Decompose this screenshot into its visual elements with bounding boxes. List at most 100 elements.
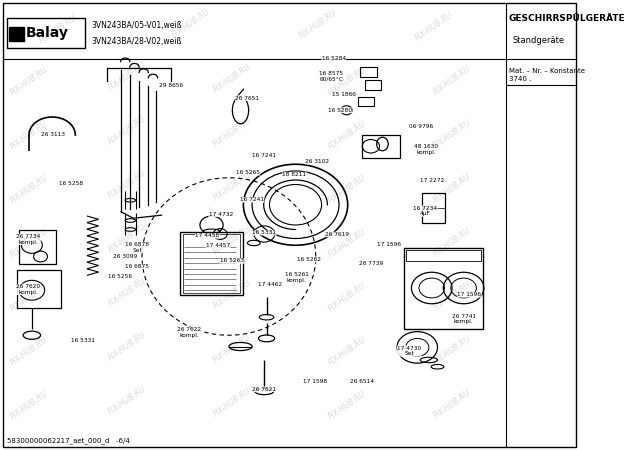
Text: GESCHIRRSPÜLGERÄTE: GESCHIRRSPÜLGERÄTE (509, 14, 625, 23)
Text: FIX-HUB.RU: FIX-HUB.RU (327, 65, 368, 97)
Text: FIX-HUB.RU: FIX-HUB.RU (211, 225, 252, 257)
Text: 16 5284: 16 5284 (322, 56, 346, 61)
Ellipse shape (125, 219, 135, 222)
Text: FIX-HUB.RU: FIX-HUB.RU (8, 281, 50, 313)
Text: 16 6878
Set: 16 6878 Set (125, 242, 149, 253)
Text: Balay: Balay (25, 26, 69, 40)
Text: Mat. – Nr. – Konstante: Mat. – Nr. – Konstante (509, 68, 585, 74)
Text: FIX-HUB.RU: FIX-HUB.RU (431, 334, 473, 366)
Text: 17 4730
Set: 17 4730 Set (397, 346, 421, 356)
Bar (18, 230, 56, 264)
Text: FIX-HUB.RU: FIX-HUB.RU (107, 168, 148, 201)
Text: 26 7620
kompl.: 26 7620 kompl. (17, 284, 41, 295)
Text: FIX-HUB.RU: FIX-HUB.RU (211, 63, 252, 95)
Text: FIX-HUB.RU: FIX-HUB.RU (431, 280, 473, 312)
Text: 26 7651: 26 7651 (235, 95, 259, 101)
Text: 18 8211: 18 8211 (282, 172, 307, 177)
Text: FIX-HUB.RU: FIX-HUB.RU (431, 172, 473, 204)
Text: 3740 .: 3740 . (509, 76, 531, 82)
Text: 26 7739: 26 7739 (359, 261, 384, 266)
Text: 17 4732: 17 4732 (209, 212, 233, 217)
Text: 06 9796: 06 9796 (409, 124, 432, 130)
Text: FIX-HUB.RU: FIX-HUB.RU (107, 276, 148, 309)
Text: FIX-HUB.RU: FIX-HUB.RU (298, 9, 339, 41)
Text: FIX-HUB.RU: FIX-HUB.RU (327, 389, 368, 421)
Text: 17 4457: 17 4457 (206, 243, 230, 248)
Text: 26 7622
kompl.: 26 7622 kompl. (177, 327, 201, 338)
Text: 17 2272: 17 2272 (420, 178, 444, 184)
Text: 3VN243BA/05-V01,weiß: 3VN243BA/05-V01,weiß (92, 21, 182, 30)
Ellipse shape (125, 228, 135, 231)
Text: FIX-HUB.RU: FIX-HUB.RU (327, 119, 368, 151)
Text: FIX-HUB.RU: FIX-HUB.RU (107, 222, 148, 255)
Text: 16 5262: 16 5262 (298, 257, 321, 262)
Bar (358, 97, 375, 106)
Text: FIX-HUB.RU: FIX-HUB.RU (327, 227, 368, 259)
Text: FIX-HUB.RU: FIX-HUB.RU (8, 227, 50, 259)
Bar (360, 67, 377, 76)
Text: FIX-HUB.RU: FIX-HUB.RU (107, 114, 148, 147)
Bar (183, 234, 240, 292)
Text: 16 5258: 16 5258 (59, 180, 83, 186)
Text: 16 7241: 16 7241 (240, 197, 264, 202)
Text: FIX-HUB.RU: FIX-HUB.RU (211, 387, 252, 419)
Text: Standgeräte: Standgeräte (513, 36, 565, 45)
Text: FIX-HUB.RU: FIX-HUB.RU (431, 388, 473, 420)
Text: 17 4462: 17 4462 (258, 282, 282, 287)
Text: FIX-HUB.RU: FIX-HUB.RU (107, 384, 148, 417)
Text: 17 1596: 17 1596 (457, 292, 481, 297)
Text: 26 7621: 26 7621 (252, 387, 275, 392)
Text: 26 3113: 26 3113 (41, 132, 66, 138)
Text: 3VN243BA/28-V02,weiß: 3VN243BA/28-V02,weiß (92, 37, 182, 46)
Bar (422, 194, 445, 223)
Text: FIX-HUB.RU: FIX-HUB.RU (8, 65, 50, 97)
Text: 17 1596: 17 1596 (377, 242, 401, 247)
Text: FIX-HUB.RU: FIX-HUB.RU (327, 173, 368, 205)
Text: 16 5263: 16 5263 (220, 258, 244, 264)
Bar (406, 250, 481, 261)
Text: 29 8656: 29 8656 (159, 83, 183, 88)
Text: 17 4458: 17 4458 (195, 233, 219, 238)
Text: 26 7734
kompl.: 26 7734 kompl. (17, 234, 41, 245)
Text: 26 7741
kompl.: 26 7741 kompl. (452, 314, 476, 324)
Bar (10, 27, 24, 40)
Text: FIX-HUB.RU: FIX-HUB.RU (327, 281, 368, 313)
Text: FIX-HUB.RU: FIX-HUB.RU (8, 173, 50, 205)
Text: FIX-HUB.RU: FIX-HUB.RU (170, 7, 212, 40)
Text: 58300000062217_aet_000_d   -6/4: 58300000062217_aet_000_d -6/4 (7, 437, 130, 445)
Text: 16 5331: 16 5331 (252, 230, 276, 235)
Text: FIX-HUB.RU: FIX-HUB.RU (8, 389, 50, 421)
Bar (404, 248, 483, 328)
Text: 16 5265: 16 5265 (236, 170, 260, 176)
Text: FIX-HUB.RU: FIX-HUB.RU (431, 226, 473, 258)
Text: FIX-HUB.RU: FIX-HUB.RU (211, 279, 252, 311)
Text: 16 7241: 16 7241 (252, 153, 275, 158)
Text: FIX-HUB.RU: FIX-HUB.RU (107, 330, 148, 363)
Text: FIX-HUB.RU: FIX-HUB.RU (38, 13, 78, 45)
Text: FIX-HUB.RU: FIX-HUB.RU (211, 171, 252, 203)
Text: 17 1598: 17 1598 (303, 379, 327, 384)
Text: 26 6514: 26 6514 (350, 378, 374, 384)
Text: 26 3099: 26 3099 (113, 253, 137, 259)
Ellipse shape (125, 198, 135, 202)
Text: 16 5261
kompl.: 16 5261 kompl. (285, 272, 308, 283)
Text: FIX-HUB.RU: FIX-HUB.RU (431, 64, 473, 96)
Text: 15 1866: 15 1866 (332, 92, 356, 97)
Text: 16 5256: 16 5256 (108, 274, 132, 279)
Text: 16 5280: 16 5280 (328, 108, 352, 113)
Text: 16 8575
60/65°C: 16 8575 60/65°C (319, 71, 343, 81)
Text: FIX-HUB.RU: FIX-HUB.RU (107, 60, 148, 93)
Text: 26 7619: 26 7619 (325, 232, 349, 237)
Bar (362, 135, 400, 158)
Text: FIX-HUB.RU: FIX-HUB.RU (414, 10, 455, 42)
Bar (179, 232, 244, 295)
Text: 16 6875: 16 6875 (125, 264, 149, 269)
Text: FIX-HUB.RU: FIX-HUB.RU (431, 118, 473, 150)
Text: 48 1630
kompl.: 48 1630 kompl. (415, 144, 439, 155)
Bar (17, 270, 61, 308)
Bar (365, 80, 382, 90)
Text: 16 5331: 16 5331 (71, 338, 95, 343)
Text: FIX-HUB.RU: FIX-HUB.RU (8, 335, 50, 367)
Text: FIX-HUB.RU: FIX-HUB.RU (211, 333, 252, 365)
Text: FIX-HUB.RU: FIX-HUB.RU (8, 119, 50, 151)
